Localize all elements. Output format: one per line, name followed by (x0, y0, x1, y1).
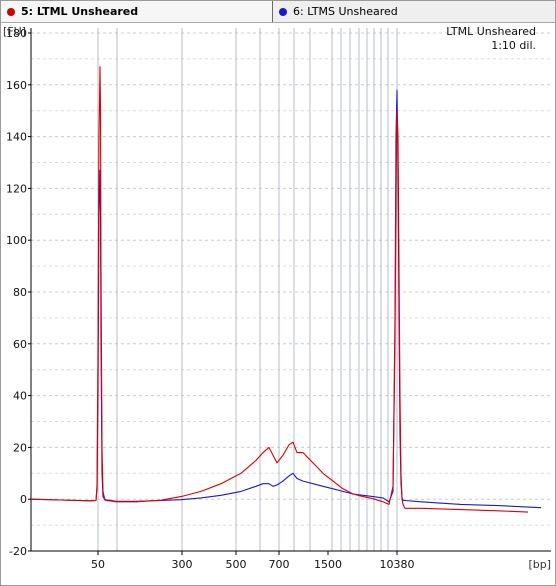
tab-sample-6-label: 6: LTMS Unsheared (293, 5, 398, 18)
y-tick-label: 140 (6, 131, 27, 144)
y-axis-unit-label: [FU] (3, 25, 26, 38)
red-dot-icon (7, 7, 15, 16)
y-tick-label: 20 (13, 441, 27, 454)
major-grid (97, 28, 398, 551)
x-tick-label: 700 (269, 558, 290, 571)
sample-annotation-line: LTML Unsheared (446, 25, 536, 38)
y-tick-label: 120 (6, 182, 27, 195)
x-tick-label: 1500 (314, 558, 342, 571)
x-tick-label: 300 (172, 558, 193, 571)
x-tick-label: 10380 (380, 558, 415, 571)
series-ltml-line (30, 66, 529, 513)
axes (28, 28, 551, 555)
series-layer (30, 66, 542, 513)
blue-dot-icon (279, 7, 287, 16)
sample-tab-bar: 5: LTML Unsheared 6: LTMS Unsheared (1, 1, 555, 23)
tab-sample-6[interactable]: 6: LTMS Unsheared (273, 1, 555, 22)
y-tick-label: -20 (9, 545, 27, 558)
x-tick-label: 50 (91, 558, 105, 571)
y-tick-label: 60 (13, 338, 27, 351)
series-ltms-line (30, 89, 542, 509)
y-tick-label: 40 (13, 390, 27, 403)
sample-annotation-line: 1:10 dil. (491, 39, 536, 52)
tab-sample-5-label: 5: LTML Unsheared (21, 5, 139, 18)
labels: -20 0 20 40 60 80 100 120 140 160 180 50 300 500 700 15… (3, 25, 551, 571)
y-tick-label: 100 (6, 234, 27, 247)
y-tick-label: 160 (6, 79, 27, 92)
y-tick-label: 180 (6, 27, 27, 40)
x-axis-unit-label: [bp] (528, 558, 551, 571)
y-tick-label: 80 (13, 286, 27, 299)
y-tick-label: 0 (20, 493, 27, 506)
electropherogram-plot: -20 0 20 40 60 80 100 120 140 160 180 50 300 500 700 15… (3, 25, 551, 571)
minor-grid (31, 32, 551, 552)
x-tick-label: 500 (226, 558, 247, 571)
tab-sample-5[interactable]: 5: LTML Unsheared (1, 1, 273, 22)
